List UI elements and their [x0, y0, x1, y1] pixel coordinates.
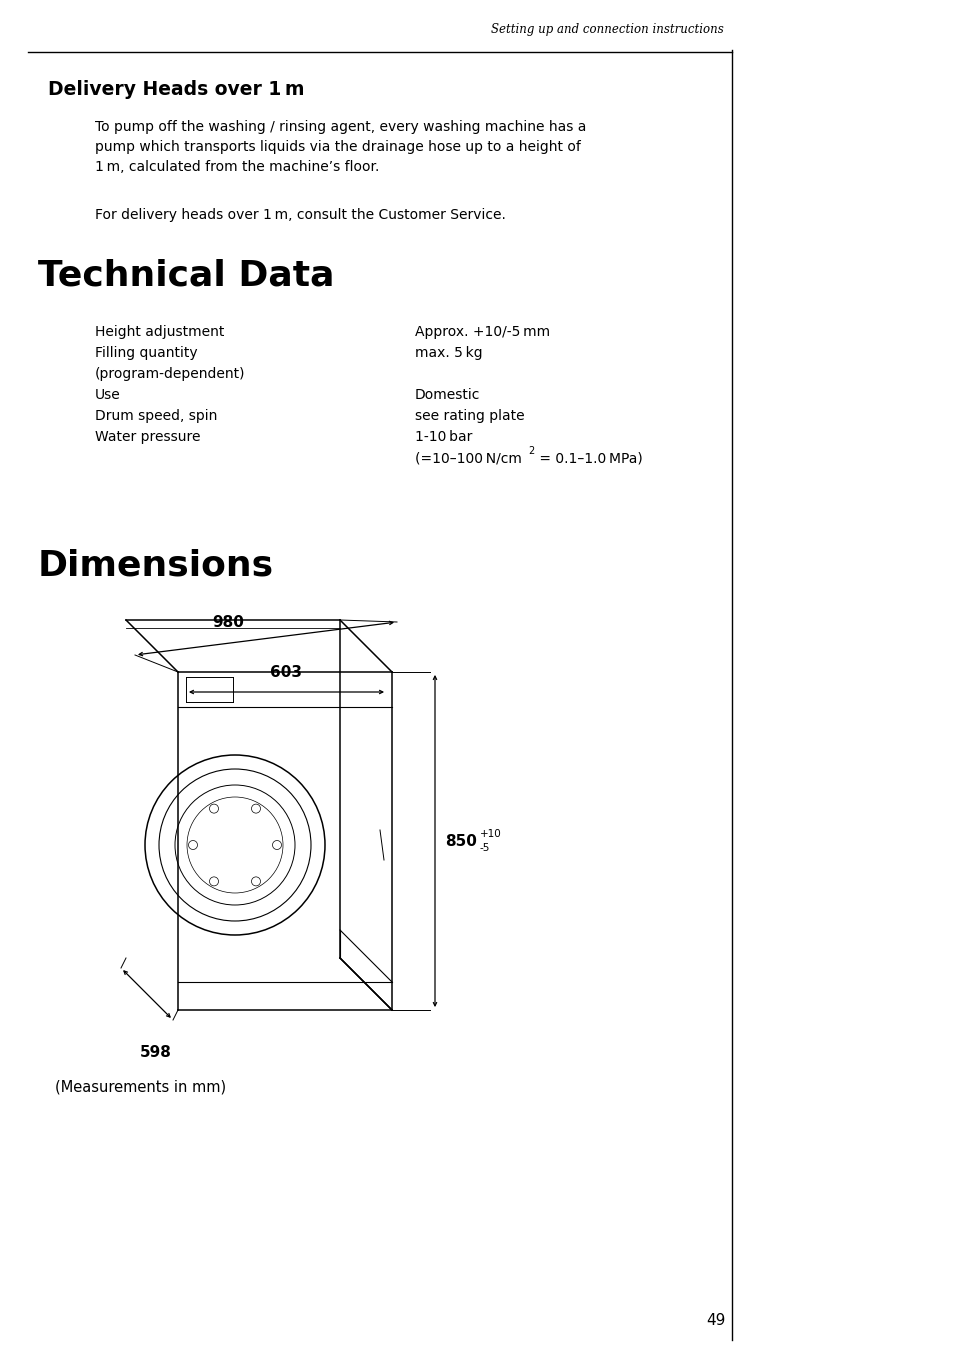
Text: Delivery Heads over 1 m: Delivery Heads over 1 m: [48, 80, 304, 99]
Text: (=10–100 N/cm: (=10–100 N/cm: [415, 452, 521, 465]
Text: +10: +10: [479, 829, 501, 840]
Text: (Measurements in mm): (Measurements in mm): [55, 1080, 226, 1095]
Text: Setting up and connection instructions: Setting up and connection instructions: [491, 23, 723, 37]
Text: Height adjustment: Height adjustment: [95, 324, 224, 339]
Text: 1-10 bar: 1-10 bar: [415, 430, 472, 443]
Text: max. 5 kg: max. 5 kg: [415, 346, 482, 360]
Text: (program-dependent): (program-dependent): [95, 366, 245, 381]
Text: Approx. +10/-5 mm: Approx. +10/-5 mm: [415, 324, 550, 339]
Text: Water pressure: Water pressure: [95, 430, 200, 443]
Text: 49: 49: [706, 1313, 725, 1328]
Text: To pump off the washing / rinsing agent, every washing machine has a
pump which : To pump off the washing / rinsing agent,…: [95, 120, 586, 174]
Text: 603: 603: [271, 665, 302, 680]
Text: 850: 850: [444, 833, 476, 849]
Text: For delivery heads over 1 m, consult the Customer Service.: For delivery heads over 1 m, consult the…: [95, 208, 505, 222]
Text: see rating plate: see rating plate: [415, 410, 524, 423]
Text: 598: 598: [140, 1045, 172, 1060]
Text: Technical Data: Technical Data: [38, 258, 335, 292]
Text: Domestic: Domestic: [415, 388, 480, 402]
Text: -5: -5: [479, 844, 490, 853]
Text: Dimensions: Dimensions: [38, 548, 274, 581]
Text: Use: Use: [95, 388, 121, 402]
Text: = 0.1–1.0 MPa): = 0.1–1.0 MPa): [535, 452, 642, 465]
Text: Drum speed, spin: Drum speed, spin: [95, 410, 217, 423]
Text: 980: 980: [212, 615, 244, 630]
Text: 2: 2: [527, 446, 534, 456]
Text: Filling quantity: Filling quantity: [95, 346, 197, 360]
